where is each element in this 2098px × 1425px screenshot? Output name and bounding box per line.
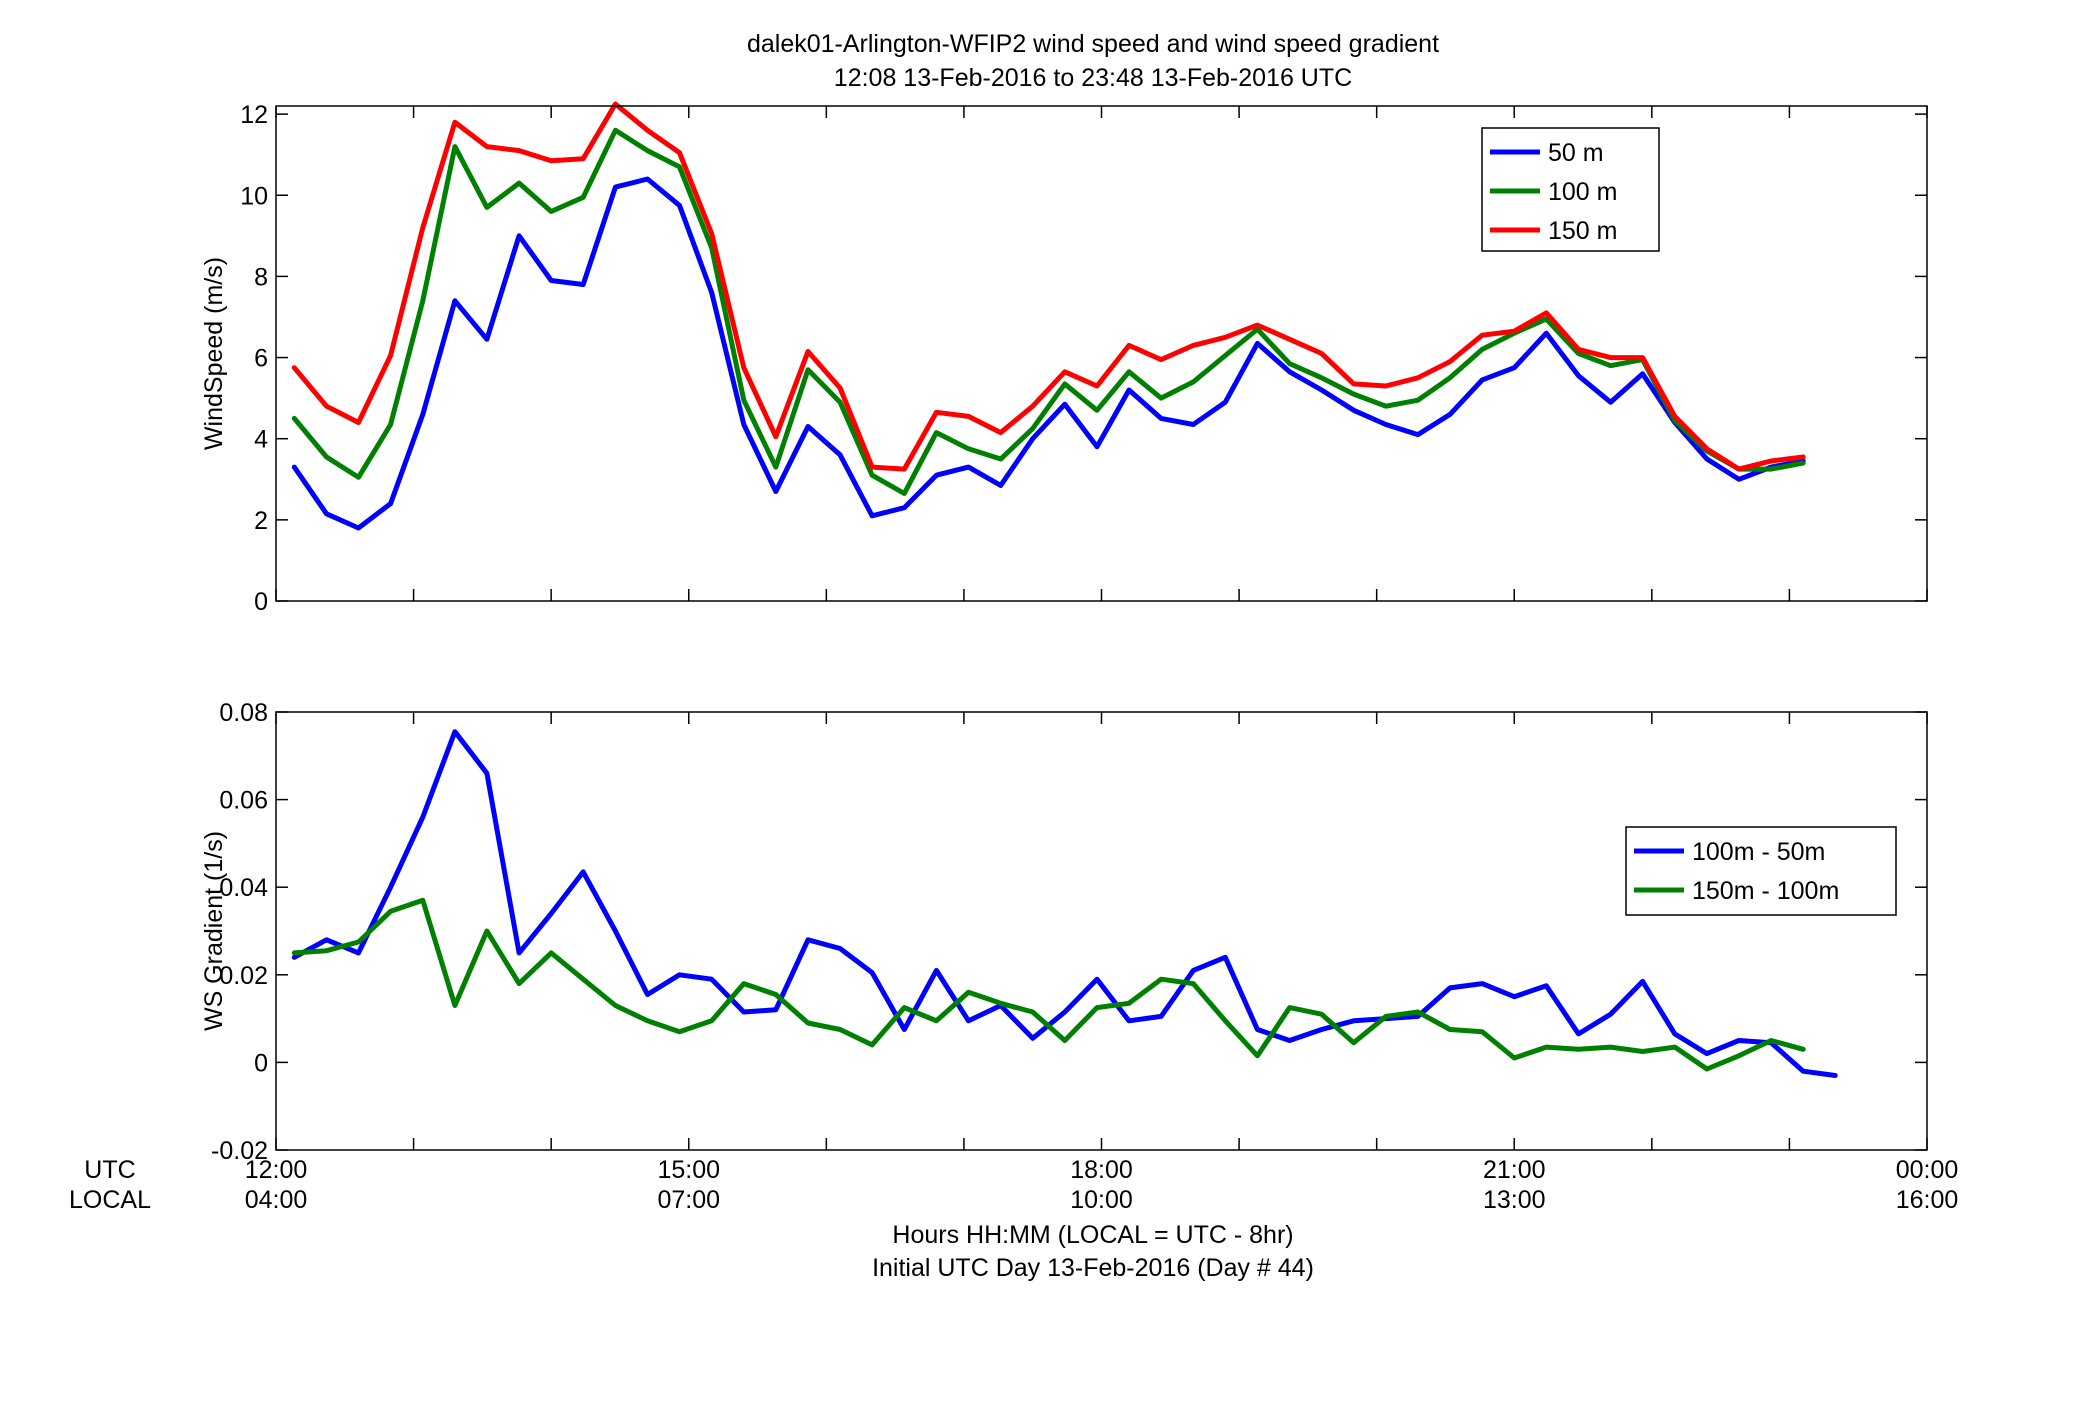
legend-label: 50 m bbox=[1548, 139, 1604, 167]
y-tick-label: 0.08 bbox=[219, 699, 268, 727]
local-row-label: LOCAL bbox=[69, 1186, 151, 1214]
y-axis-label: WS Gradient (1/s) bbox=[200, 831, 228, 1031]
y-tick-label: 6 bbox=[254, 345, 268, 373]
y-tick-label: 0.04 bbox=[219, 874, 268, 902]
utc-row-label: UTC bbox=[84, 1156, 135, 1184]
wind-speed-panel: 0 2 4 6 8 10 12 WindSpeed (m/s) 50 m 100 m 150 m bbox=[200, 101, 1928, 616]
x-axis-label-line2: Initial UTC Day 13-Feb-2016 (Day # 44) bbox=[872, 1254, 1314, 1282]
y-tick-label: 4 bbox=[254, 426, 268, 454]
y-tick-label: 12 bbox=[240, 101, 268, 129]
legend: 50 m 100 m 150 m bbox=[1481, 127, 1660, 252]
y-tick-label: 0.06 bbox=[219, 787, 268, 815]
legend-box bbox=[1625, 826, 1897, 916]
series-line-100-m bbox=[291, 127, 1806, 496]
wind-gradient-panel: -0.02 0 0.02 0.04 0.06 0.08 WS Gradient (1/s) 1… bbox=[200, 699, 1928, 1165]
x-tick-label-utc: 21:00 bbox=[1483, 1156, 1546, 1184]
x-axis-label-line1: Hours HH:MM (LOCAL = UTC - 8hr) bbox=[892, 1221, 1293, 1249]
series-line-150m-100m bbox=[291, 897, 1806, 1072]
legend-label: 150 m bbox=[1548, 217, 1617, 245]
y-tick-label: 0.02 bbox=[219, 962, 268, 990]
y-axis-label: WindSpeed (m/s) bbox=[200, 257, 228, 450]
y-tick-label: 10 bbox=[240, 182, 268, 210]
x-tick-label-utc: 15:00 bbox=[657, 1156, 720, 1184]
legend: 100m - 50m 150m - 100m bbox=[1625, 826, 1897, 916]
x-tick-label-local: 16:00 bbox=[1896, 1186, 1959, 1214]
legend-label: 150m - 100m bbox=[1692, 877, 1839, 905]
x-tick-label-local: 07:00 bbox=[657, 1186, 720, 1214]
series-line-150-m bbox=[291, 101, 1806, 472]
x-tick-label-utc: 00:00 bbox=[1896, 1156, 1959, 1184]
y-tick-label: 8 bbox=[254, 263, 268, 291]
x-tick-label-local: 13:00 bbox=[1483, 1186, 1546, 1214]
series-line-50-m bbox=[291, 176, 1806, 531]
chart-title-line1: dalek01-Arlington-WFIP2 wind speed and w… bbox=[747, 30, 1439, 58]
y-tick-label: 2 bbox=[254, 507, 268, 535]
legend-label: 100m - 50m bbox=[1692, 838, 1825, 866]
x-tick-label-local: 10:00 bbox=[1070, 1186, 1133, 1214]
x-tick-label-utc: 18:00 bbox=[1070, 1156, 1133, 1184]
legend-label: 100 m bbox=[1548, 178, 1617, 206]
x-tick-label-local: 04:00 bbox=[245, 1186, 308, 1214]
y-tick-label: -0.02 bbox=[211, 1137, 268, 1165]
chart-title-line2: 12:08 13-Feb-2016 to 23:48 13-Feb-2016 U… bbox=[834, 64, 1352, 92]
y-tick-label: 0 bbox=[254, 588, 268, 616]
series-line-100m-50m bbox=[291, 729, 1838, 1078]
x-tick-label-utc: 12:00 bbox=[245, 1156, 308, 1184]
y-tick-label: 0 bbox=[254, 1049, 268, 1077]
